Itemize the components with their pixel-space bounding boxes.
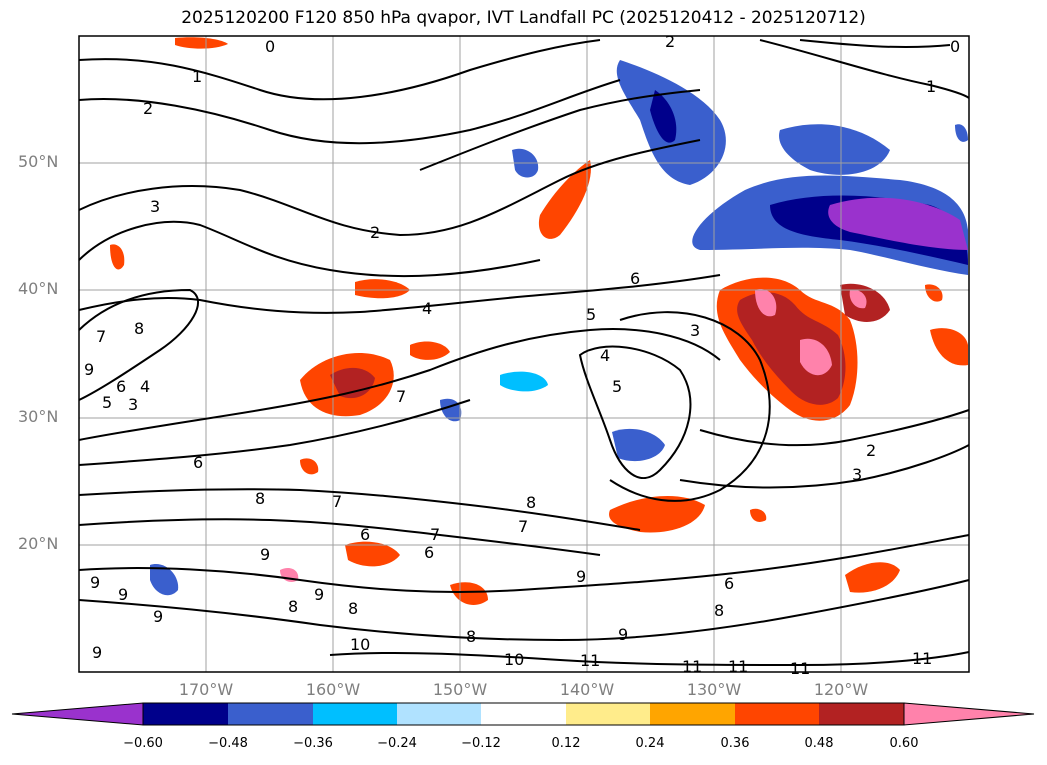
contour-label: 11 <box>728 657 748 676</box>
colorbar-tick-label: 0.36 <box>720 736 750 751</box>
contour-label: 2 <box>665 32 675 51</box>
colorbar-swatch <box>566 703 650 725</box>
contour-label: 1 <box>192 67 202 86</box>
lon-label: 160°W <box>305 680 361 699</box>
lat-label: 40°N <box>18 279 59 298</box>
colorbar-swatch <box>228 703 313 725</box>
contour-label: 4 <box>600 346 610 365</box>
contour-label: 6 <box>193 453 203 472</box>
contour-label: 11 <box>790 659 810 678</box>
contour-label: 5 <box>612 377 622 396</box>
contour-label: 2 <box>143 99 153 118</box>
lon-label: 130°W <box>686 680 742 699</box>
colorbar-tick-label: 0.12 <box>551 736 581 751</box>
contour-label: 2 <box>370 223 380 242</box>
contour-label: 0 <box>265 37 275 56</box>
colorbar-extend-high <box>903 702 1035 726</box>
contour-label: 4 <box>140 377 150 396</box>
colorbar-tick-label: −0.60 <box>123 736 163 751</box>
contour-label: 3 <box>690 321 700 340</box>
contour-label: 9 <box>118 585 128 604</box>
contour-label: 6 <box>630 269 640 288</box>
lon-label: 140°W <box>559 680 615 699</box>
lon-label: 120°W <box>813 680 869 699</box>
contour-label: 6 <box>360 525 370 544</box>
contour-label: 8 <box>466 627 476 646</box>
contour-label: 9 <box>260 545 270 564</box>
lat-label: 20°N <box>18 534 59 553</box>
contour-label: 8 <box>134 319 144 338</box>
lat-label: 50°N <box>18 152 59 171</box>
contour-label: 5 <box>586 305 596 324</box>
contour-label: 9 <box>576 567 586 586</box>
contour-label: 9 <box>90 573 100 592</box>
colorbar-tick-label: 0.48 <box>804 736 834 751</box>
contour-label: 7 <box>96 327 106 346</box>
contour-label: 3 <box>150 197 160 216</box>
colorbar-tick-label: −0.36 <box>293 736 333 751</box>
contour-label: 8 <box>255 489 265 508</box>
lat-label: 30°N <box>18 407 59 426</box>
contour-label: 7 <box>518 517 528 536</box>
colorbar <box>11 702 1035 726</box>
contour-label: 5 <box>102 393 112 412</box>
contour-label: 3 <box>852 465 862 484</box>
contour-label: 8 <box>714 601 724 620</box>
colorbar-tick-label: −0.24 <box>377 736 417 751</box>
contour-label: 6 <box>724 574 734 593</box>
contour-labels: 0 1 2 3 2 4 5 4 3 5 6 1 0 2 2 3 7 8 9 6 … <box>84 32 960 678</box>
lon-label: 150°W <box>432 680 488 699</box>
colorbar-tick-label: −0.12 <box>461 736 501 751</box>
contour-label: 9 <box>153 607 163 626</box>
contour-label: 10 <box>504 650 524 669</box>
contour-label: 0 <box>950 37 960 56</box>
contour-label: 11 <box>912 649 932 668</box>
lon-label: 170°W <box>178 680 234 699</box>
contour-label: 4 <box>422 299 432 318</box>
contour-label: 6 <box>424 543 434 562</box>
contour-label: 9 <box>84 360 94 379</box>
contour-label: 9 <box>618 625 628 644</box>
contour-label: 11 <box>580 651 600 670</box>
contour-label: 7 <box>396 387 406 406</box>
colorbar-extend-low <box>11 702 144 726</box>
colorbar-tick-label: 0.60 <box>889 736 919 751</box>
contour-label: 9 <box>314 585 324 604</box>
contour-label: 10 <box>350 635 370 654</box>
colorbar-swatch <box>735 703 819 725</box>
contour-label: 3 <box>128 395 138 414</box>
contour-label: 7 <box>332 492 342 511</box>
colorbar-swatch <box>819 703 904 725</box>
contour-label: 11 <box>682 657 702 676</box>
contour-label: 8 <box>526 493 536 512</box>
contour-label: 7 <box>430 525 440 544</box>
colorbar-tick-label: −0.48 <box>208 736 248 751</box>
map-title: 2025120200 F120 850 hPa qvapor, IVT Land… <box>181 8 866 28</box>
contour-label: 8 <box>348 599 358 618</box>
colorbar-swatch <box>313 703 397 725</box>
colorbar-swatch <box>650 703 735 725</box>
contour-label: 6 <box>116 377 126 396</box>
contour-label: 2 <box>866 441 876 460</box>
contour-label: 1 <box>926 77 936 96</box>
colorbar-swatch <box>143 703 228 725</box>
contour-lines <box>78 39 970 667</box>
map-frame <box>78 35 970 673</box>
colorbar-swatch <box>481 703 566 725</box>
contour-label: 8 <box>288 597 298 616</box>
colorbar-swatch <box>397 703 481 725</box>
contour-label: 9 <box>92 643 102 662</box>
colorbar-tick-label: 0.24 <box>635 736 665 751</box>
